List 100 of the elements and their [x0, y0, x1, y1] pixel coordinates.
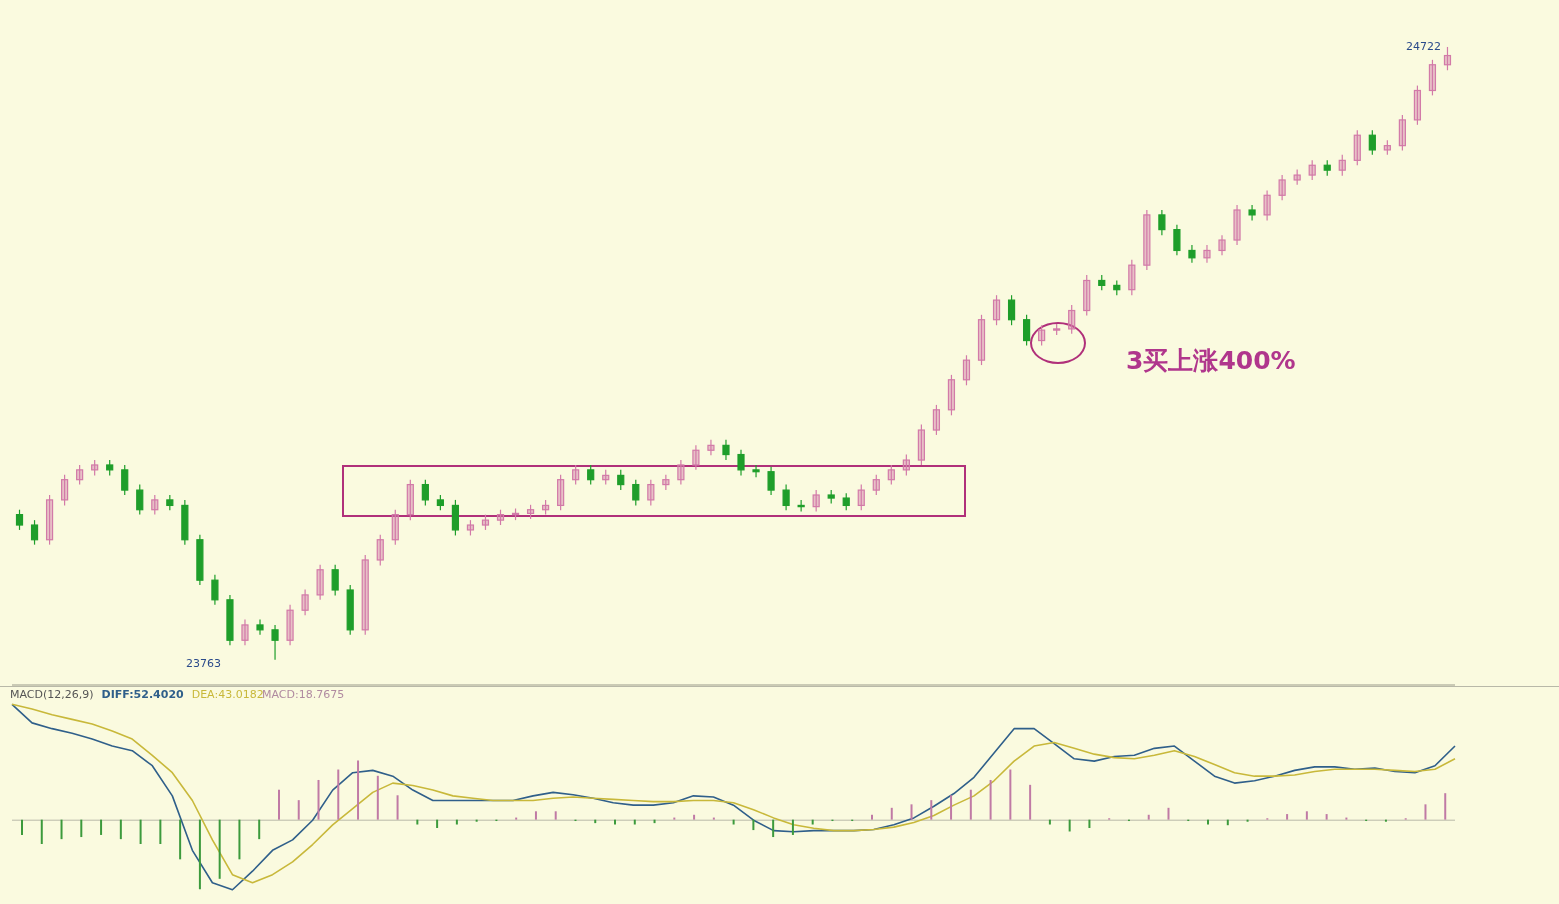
candlestick: [61, 474, 69, 507]
candlestick: [1128, 259, 1136, 296]
bar: [1207, 819, 1210, 825]
candlestick: [1007, 294, 1016, 326]
bar: [1009, 769, 1012, 820]
candlestick: [782, 483, 790, 511]
annotation: 3买上涨400%: [1126, 345, 1296, 377]
candlestick: [1278, 174, 1286, 201]
annotation: 24722: [1406, 40, 1441, 53]
candlestick: [1068, 304, 1076, 335]
bar: [554, 811, 557, 820]
candlestick: [572, 464, 580, 486]
bar: [1167, 807, 1170, 820]
candlestick: [692, 444, 700, 471]
bar: [218, 819, 221, 879]
candlestick: [617, 469, 625, 491]
bar: [436, 819, 439, 828]
bar: [910, 804, 913, 820]
bar: [969, 789, 972, 820]
candlestick: [962, 354, 971, 386]
bar: [1424, 804, 1427, 820]
bar: [693, 814, 696, 820]
candlestick: [1173, 224, 1181, 256]
candlestick: [30, 519, 39, 546]
bar: [1029, 784, 1032, 820]
bar: [1068, 819, 1071, 832]
candlestick: [15, 509, 24, 531]
candlestick: [1353, 129, 1361, 166]
bar: [732, 819, 735, 825]
candlestick: [1188, 244, 1196, 264]
bar: [1226, 819, 1229, 826]
candlestick: [857, 483, 865, 511]
chart-title: MACD(12,26,9): [10, 688, 94, 701]
candlestick: [241, 618, 249, 646]
candlestick: [977, 314, 986, 366]
candlestick: [797, 499, 805, 513]
candlestick: [1218, 234, 1226, 256]
candlestick: [1158, 209, 1166, 236]
bar: [633, 819, 636, 825]
candlestick: [812, 489, 820, 513]
bar: [1305, 811, 1308, 820]
candlestick: [887, 464, 895, 486]
candlestick: [737, 449, 745, 476]
candlestick: [256, 618, 264, 636]
candlestick: [767, 466, 775, 496]
bar: [1384, 819, 1387, 822]
bar: [989, 779, 992, 820]
bar: [60, 819, 63, 840]
candlestick: [76, 464, 84, 486]
bar: [337, 769, 340, 820]
bar: [357, 760, 360, 820]
bar: [752, 819, 755, 831]
candlestick: [376, 534, 384, 567]
bar: [317, 779, 320, 820]
bar: [80, 819, 83, 838]
candlestick: [391, 509, 399, 546]
candlestick: [1368, 129, 1376, 156]
candlestick: [301, 588, 309, 616]
bar: [1345, 817, 1348, 820]
bar: [258, 819, 261, 840]
candlestick: [1398, 114, 1406, 152]
bar: [673, 817, 676, 820]
bar: [238, 819, 241, 860]
bar: [791, 819, 794, 835]
candlestick: [1428, 59, 1437, 96]
bar: [870, 814, 873, 820]
candlestick: [1413, 84, 1422, 126]
bar: [21, 819, 23, 835]
candlestick: [361, 554, 369, 636]
candlestick: [917, 423, 925, 466]
annotation: 23763: [186, 657, 221, 670]
candlestick: [136, 483, 144, 516]
bar: [614, 819, 617, 825]
bar: [40, 819, 43, 845]
text: DEA:43.0182: [191, 688, 264, 701]
candlestick: [1443, 46, 1452, 71]
bar: [534, 811, 537, 820]
candlestick: [406, 479, 414, 521]
candlestick: [1263, 189, 1271, 222]
candlestick: [752, 464, 760, 478]
bar: [772, 819, 775, 838]
bar: [811, 819, 814, 825]
candlestick: [271, 624, 279, 661]
candlestick: [316, 564, 324, 601]
bar: [119, 819, 122, 840]
bar: [198, 819, 201, 890]
bar: [396, 795, 399, 820]
candlestick: [632, 479, 640, 507]
candlestick: [45, 494, 54, 546]
bar: [277, 789, 280, 820]
candlestick: [1083, 274, 1091, 317]
bar: [1286, 814, 1289, 820]
bar: [1048, 819, 1051, 825]
bar: [1325, 814, 1328, 820]
bar: [890, 807, 893, 820]
bar: [1147, 814, 1150, 820]
bar: [159, 819, 162, 845]
bar: [515, 817, 518, 820]
bar: [930, 800, 933, 820]
candlestick: [932, 404, 941, 436]
